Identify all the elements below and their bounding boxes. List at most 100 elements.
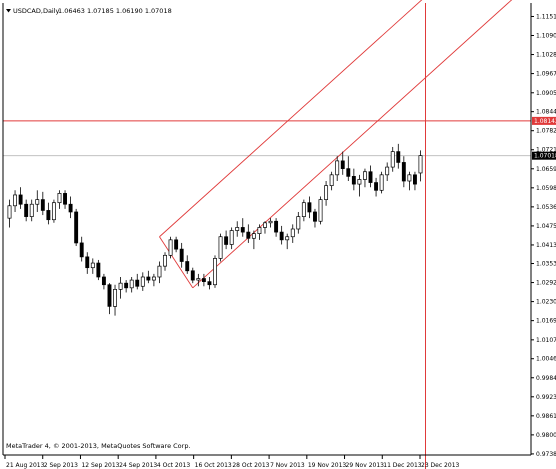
crosshair bbox=[3, 3, 531, 469]
time-tick-label: 19 Nov 2013 bbox=[308, 462, 347, 469]
candle-body bbox=[79, 242, 84, 258]
copyright-text: MetaTrader 4, © 2001-2013, MetaQuotes So… bbox=[6, 442, 191, 450]
candle-body bbox=[46, 210, 51, 221]
candle-body bbox=[140, 276, 145, 287]
candle-body bbox=[129, 279, 134, 289]
chart-title: USDCAD,Daily bbox=[13, 7, 60, 15]
candle-body bbox=[357, 179, 362, 185]
price-tick-label: 1.01690 bbox=[536, 318, 556, 325]
price-tick-label: 1.04135 bbox=[536, 242, 556, 249]
candle-body bbox=[363, 171, 367, 180]
candle-body bbox=[340, 160, 345, 169]
candle-body bbox=[18, 194, 23, 205]
candle-body bbox=[107, 284, 112, 307]
candle-body bbox=[407, 174, 412, 182]
candle-body bbox=[124, 282, 129, 289]
candle-body bbox=[285, 236, 290, 241]
candle-body bbox=[346, 168, 351, 177]
price-tick-label: 1.11515 bbox=[536, 13, 556, 20]
price-tick-label: 1.04750 bbox=[536, 223, 556, 230]
candle-body bbox=[85, 256, 90, 269]
candle-body bbox=[157, 265, 162, 278]
price-tick-label: 1.10900 bbox=[536, 33, 556, 40]
time-tick-label: 4 Oct 2013 bbox=[157, 462, 190, 469]
candle-body bbox=[368, 171, 373, 183]
current-price-tag: 1.07018 bbox=[534, 153, 556, 160]
candle-body bbox=[396, 151, 401, 163]
candle-body bbox=[379, 174, 384, 191]
candle-body bbox=[246, 231, 251, 239]
candle-body bbox=[190, 270, 195, 281]
candle-body bbox=[274, 220, 279, 233]
candle-body bbox=[257, 227, 262, 234]
candle-body bbox=[35, 199, 40, 205]
candle-body bbox=[96, 262, 101, 278]
candle-body bbox=[401, 162, 406, 182]
price-tick-label: 1.05980 bbox=[536, 185, 556, 192]
candle-body bbox=[296, 216, 301, 230]
candle-body bbox=[151, 276, 156, 281]
candle-body bbox=[146, 276, 151, 281]
price-tick-label: 1.01070 bbox=[536, 337, 556, 344]
candle-body bbox=[68, 203, 73, 213]
candle-body bbox=[207, 281, 212, 286]
candle-body bbox=[196, 278, 201, 281]
candle-body bbox=[174, 239, 179, 250]
price-tick-label: 1.08440 bbox=[536, 109, 556, 116]
time-tick-label: 28 Oct 2013 bbox=[232, 462, 269, 469]
candle-body bbox=[168, 239, 173, 256]
chart-header: USDCAD,Daily 1.06463 1.07185 1.06190 1.0… bbox=[6, 7, 172, 15]
candle-body bbox=[290, 228, 295, 238]
price-tick-label: 1.06595 bbox=[536, 166, 556, 173]
price-tick-label: 0.97385 bbox=[536, 451, 556, 458]
candle-body bbox=[118, 282, 123, 290]
candle-body bbox=[268, 220, 273, 224]
candle-body bbox=[251, 233, 256, 239]
candle-body bbox=[351, 176, 356, 185]
chevron-down-icon[interactable] bbox=[6, 9, 11, 13]
candle-body bbox=[313, 211, 317, 222]
candle-body bbox=[390, 151, 395, 168]
candle-body bbox=[418, 155, 423, 174]
time-tick-label: 23 Dec 2013 bbox=[421, 462, 460, 469]
candle-body bbox=[213, 258, 217, 286]
price-tick-label: 0.98615 bbox=[536, 413, 556, 420]
price-axis-labels: 1.11515 1.10900 1.10285 1.09670 1.09050 1.084… bbox=[531, 13, 556, 458]
candle-body bbox=[185, 261, 190, 272]
candle-body bbox=[7, 205, 12, 219]
price-tick-label: 1.10285 bbox=[536, 52, 556, 59]
candles bbox=[7, 143, 423, 316]
candle-body bbox=[29, 203, 34, 217]
time-tick-label: 21 Aug 2013 bbox=[6, 462, 45, 469]
candle-body bbox=[235, 227, 240, 231]
price-tick-label: 1.07825 bbox=[536, 128, 556, 135]
candle-body bbox=[318, 199, 323, 222]
candle-body bbox=[412, 174, 417, 185]
candle-body bbox=[113, 289, 117, 307]
price-tick-label: 1.02305 bbox=[536, 299, 556, 306]
ohlc-readout: 1.06463 1.07185 1.06190 1.07018 bbox=[58, 7, 172, 15]
candle-body bbox=[385, 166, 390, 176]
crosshair-price-tag-bg bbox=[532, 116, 556, 125]
crosshair-price-tag: 1.08142 bbox=[534, 118, 556, 125]
candle-body bbox=[229, 230, 234, 245]
candle-body bbox=[324, 185, 329, 200]
candle-body bbox=[40, 199, 45, 211]
time-axis-labels: 21 Aug 2013 2 Sep 2013 12 Sep 2013 24 Sep 2… bbox=[4, 455, 460, 469]
candle-body bbox=[90, 262, 95, 269]
candle-body bbox=[240, 227, 245, 233]
time-tick-label: 11 Dec 2013 bbox=[383, 462, 422, 469]
candle-body bbox=[374, 182, 379, 191]
candle-body bbox=[57, 193, 62, 204]
price-tick-label: 0.99845 bbox=[536, 375, 556, 382]
candle-body bbox=[163, 254, 167, 267]
candle-body bbox=[301, 202, 306, 217]
candle-body bbox=[179, 248, 184, 262]
time-tick-label: 12 Sep 2013 bbox=[81, 462, 119, 469]
current-price-tag-bg bbox=[532, 151, 556, 160]
candle-body bbox=[63, 193, 67, 205]
